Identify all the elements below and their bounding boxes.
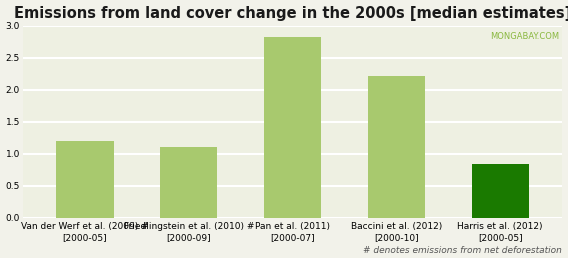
- Bar: [471, 164, 529, 218]
- Text: # denotes emissions from net deforestation: # denotes emissions from net deforestati…: [364, 246, 562, 255]
- Bar: [264, 37, 321, 218]
- Title: Emissions from land cover change in the 2000s [median estimates]: Emissions from land cover change in the …: [14, 6, 568, 21]
- Text: MONGABAY.COM: MONGABAY.COM: [491, 32, 559, 41]
- Bar: [368, 76, 425, 218]
- Bar: [56, 141, 114, 218]
- Bar: [160, 148, 218, 218]
